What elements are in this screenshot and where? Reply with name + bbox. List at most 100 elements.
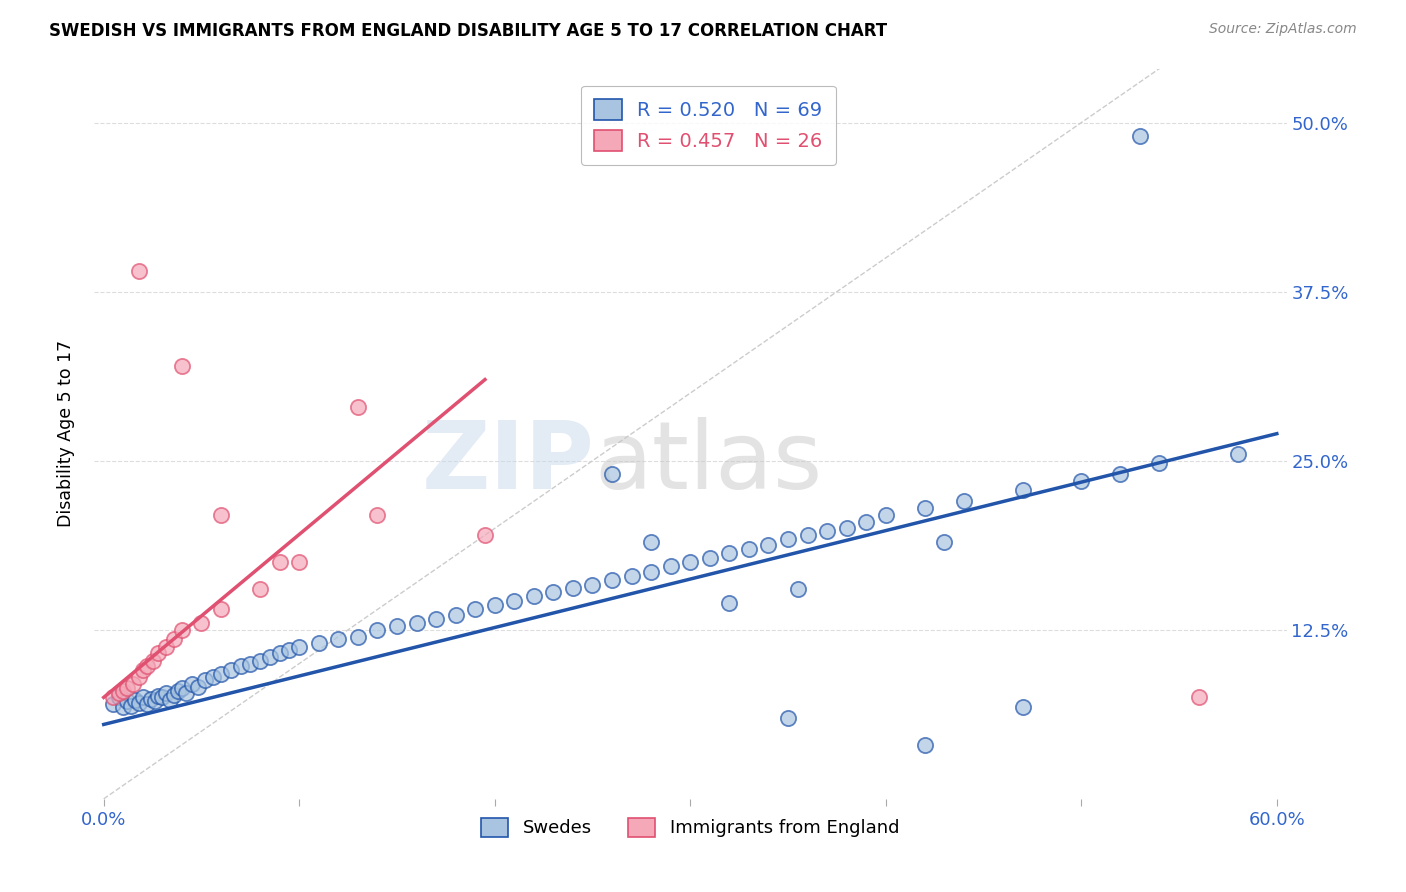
Point	[1011, 483, 1033, 498]
Point	[855, 515, 877, 529]
Point	[1187, 690, 1209, 705]
Point	[143, 694, 166, 708]
Point	[523, 589, 546, 603]
Point	[128, 264, 150, 278]
Point	[132, 664, 155, 678]
Point	[120, 698, 142, 713]
Point	[159, 693, 181, 707]
Point	[142, 654, 165, 668]
Point	[122, 677, 145, 691]
Text: ZIP: ZIP	[422, 417, 595, 509]
Point	[170, 359, 193, 373]
Point	[202, 670, 225, 684]
Point	[503, 594, 526, 608]
Point	[776, 711, 799, 725]
Point	[187, 680, 209, 694]
Point	[148, 646, 170, 660]
Point	[776, 532, 799, 546]
Point	[953, 494, 976, 508]
Point	[288, 555, 311, 569]
Point	[815, 524, 838, 538]
Point	[1226, 447, 1249, 461]
Point	[347, 400, 370, 414]
Point	[288, 640, 311, 655]
Point	[425, 612, 447, 626]
Point	[1129, 129, 1152, 144]
Point	[562, 581, 585, 595]
Point	[835, 521, 858, 535]
Point	[914, 738, 936, 752]
Point	[640, 534, 662, 549]
Point	[103, 697, 125, 711]
Point	[239, 657, 262, 671]
Point	[115, 694, 138, 708]
Point	[581, 578, 603, 592]
Point	[620, 568, 643, 582]
Point	[659, 559, 682, 574]
Point	[112, 683, 135, 698]
Point	[474, 528, 496, 542]
Point	[163, 632, 186, 647]
Point	[679, 555, 702, 569]
Point	[209, 508, 232, 522]
Point	[155, 640, 177, 655]
Text: SWEDISH VS IMMIGRANTS FROM ENGLAND DISABILITY AGE 5 TO 17 CORRELATION CHART: SWEDISH VS IMMIGRANTS FROM ENGLAND DISAB…	[49, 22, 887, 40]
Point	[170, 681, 193, 695]
Point	[128, 696, 150, 710]
Point	[600, 573, 623, 587]
Point	[444, 607, 467, 622]
Point	[718, 596, 741, 610]
Point	[249, 654, 271, 668]
Point	[347, 630, 370, 644]
Point	[308, 636, 330, 650]
Point	[229, 659, 252, 673]
Point	[543, 585, 565, 599]
Point	[190, 615, 212, 630]
Point	[148, 689, 170, 703]
Point	[259, 649, 281, 664]
Text: atlas: atlas	[595, 417, 823, 509]
Point	[718, 546, 741, 560]
Text: Source: ZipAtlas.com: Source: ZipAtlas.com	[1209, 22, 1357, 37]
Point	[167, 683, 190, 698]
Point	[914, 501, 936, 516]
Point	[163, 688, 186, 702]
Point	[249, 582, 271, 597]
Point	[139, 691, 162, 706]
Point	[405, 615, 427, 630]
Point	[112, 699, 135, 714]
Y-axis label: Disability Age 5 to 17: Disability Age 5 to 17	[58, 340, 75, 527]
Point	[464, 602, 486, 616]
Point	[600, 467, 623, 482]
Point	[135, 659, 157, 673]
Point	[699, 551, 721, 566]
Point	[934, 534, 956, 549]
Point	[128, 670, 150, 684]
Point	[219, 664, 242, 678]
Point	[738, 541, 761, 556]
Point	[1109, 467, 1132, 482]
Point	[209, 602, 232, 616]
Point	[209, 667, 232, 681]
Point	[108, 686, 131, 700]
Point	[786, 582, 808, 597]
Point	[150, 690, 173, 705]
Legend: Swedes, Immigrants from England: Swedes, Immigrants from England	[474, 811, 907, 845]
Point	[875, 508, 897, 522]
Point	[170, 623, 193, 637]
Point	[328, 632, 350, 647]
Point	[103, 690, 125, 705]
Point	[269, 555, 291, 569]
Point	[115, 681, 138, 695]
Point	[132, 690, 155, 705]
Point	[1070, 474, 1092, 488]
Point	[796, 528, 818, 542]
Point	[640, 565, 662, 579]
Point	[269, 646, 291, 660]
Point	[1011, 699, 1033, 714]
Point	[385, 618, 408, 632]
Point	[1149, 457, 1171, 471]
Point	[174, 686, 197, 700]
Point	[124, 693, 146, 707]
Point	[484, 599, 506, 613]
